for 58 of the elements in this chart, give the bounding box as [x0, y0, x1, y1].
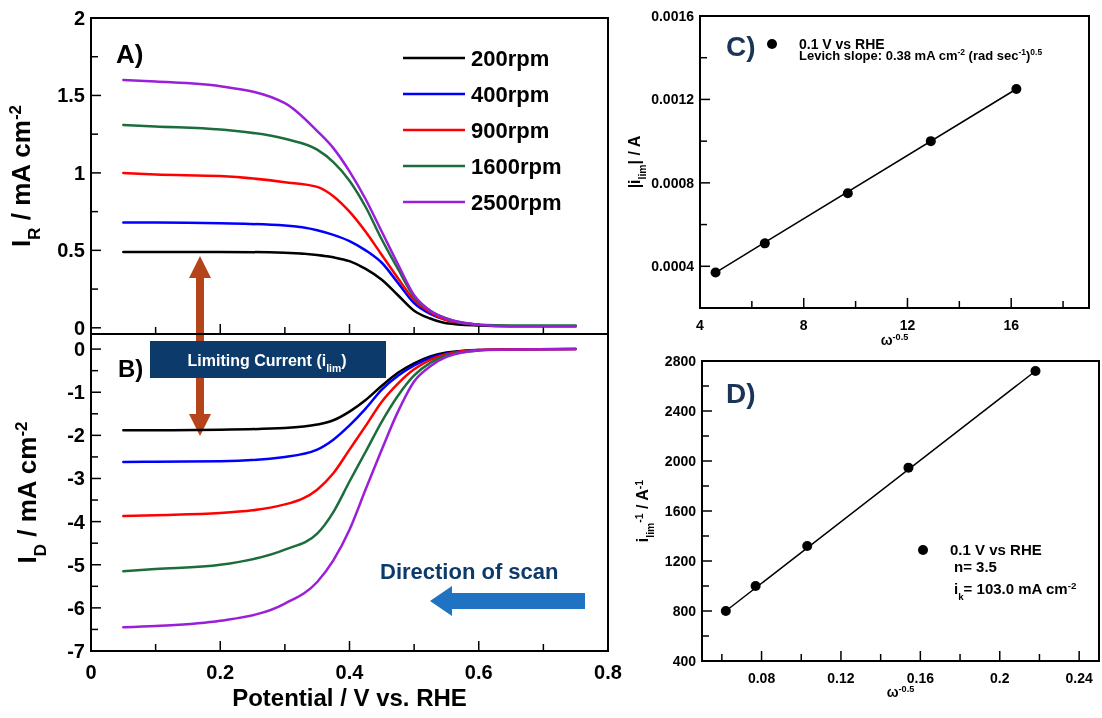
- y-tick-label: 1.5: [57, 84, 85, 107]
- y-tick-label: -7: [67, 640, 85, 662]
- y-tick-label: -6: [67, 596, 85, 619]
- legend-label: 0.1 V vs RHE: [950, 541, 1042, 559]
- y-tick-label: 0.0012: [651, 91, 695, 108]
- annotation: Direction of scan: [380, 559, 559, 584]
- annotation: n= 3.5: [954, 558, 997, 575]
- x-axis-title: Potential / V vs. RHE: [232, 684, 467, 711]
- y-tick-label: -2: [67, 424, 85, 447]
- x-tick-label: 0.2: [206, 661, 235, 683]
- x-tick-label: 0.2: [990, 670, 1010, 686]
- y-tick-label: 2000: [664, 452, 697, 469]
- y-tick-label: 0.0016: [651, 7, 695, 24]
- y-tick-label: 800: [672, 602, 697, 619]
- y-tick-label: 1: [73, 161, 85, 184]
- y-tick-label: 1600: [664, 502, 697, 519]
- y-tick-label: 400: [672, 652, 697, 669]
- x-tick-label: 4: [696, 317, 705, 333]
- x-tick-label: 0.6: [464, 661, 493, 683]
- y-tick-label: -1: [67, 381, 85, 404]
- x-tick-label: 0.08: [747, 670, 776, 686]
- x-tick-label: 8: [799, 317, 808, 333]
- y-tick-label: 1200: [664, 552, 697, 569]
- y-tick-label: -4: [67, 510, 86, 533]
- y-tick-label: 0.0004: [651, 258, 695, 275]
- legend-label: 400rpm: [471, 81, 550, 107]
- point: [1030, 366, 1041, 376]
- legend-label: 0.1 V vs RHE: [799, 35, 885, 52]
- x-tick-label: 0.4: [335, 661, 365, 683]
- y-tick-label: 2800: [664, 352, 697, 369]
- x-tick-label: 0.12: [827, 670, 855, 686]
- y-tick-label: 2: [73, 7, 85, 29]
- x-tick-label: 0.16: [906, 670, 935, 686]
- y-tick-label: 0.5: [57, 239, 85, 262]
- annotation: Limiting Current (i$_{lim}$): [187, 352, 347, 374]
- annotation: A): [116, 39, 144, 69]
- y-tick-label: 2400: [664, 402, 697, 419]
- x-tick-label: 0.24: [1065, 670, 1093, 686]
- y-tick-label: 0: [73, 338, 85, 361]
- annotation: C): [726, 31, 756, 62]
- annotation: D): [726, 378, 756, 409]
- x-tick-label: 12: [899, 317, 916, 333]
- x-axis-title: ω$^{-0.5}$: [880, 332, 909, 348]
- x-axis-title: ω$^{-0.5}$: [886, 684, 915, 700]
- legend-label: 200rpm: [471, 45, 550, 71]
- x-tick-label: 16: [1003, 317, 1020, 333]
- legend-label: 1600rpm: [471, 153, 562, 179]
- y-tick-label: -5: [67, 553, 85, 576]
- legend-label: 900rpm: [471, 117, 550, 143]
- legend-label: 2500rpm: [471, 189, 562, 215]
- y-tick-label: 0.0008: [651, 174, 695, 191]
- point: [720, 606, 731, 616]
- y-tick-label: -3: [67, 467, 85, 490]
- annotation: B): [118, 355, 144, 382]
- annotation: i$_{k}$= 103.0 mA cm$^{-2}$: [954, 579, 1077, 602]
- line-series: [122, 78, 577, 328]
- x-tick-label: 0.8: [594, 661, 622, 683]
- point: [1011, 84, 1022, 94]
